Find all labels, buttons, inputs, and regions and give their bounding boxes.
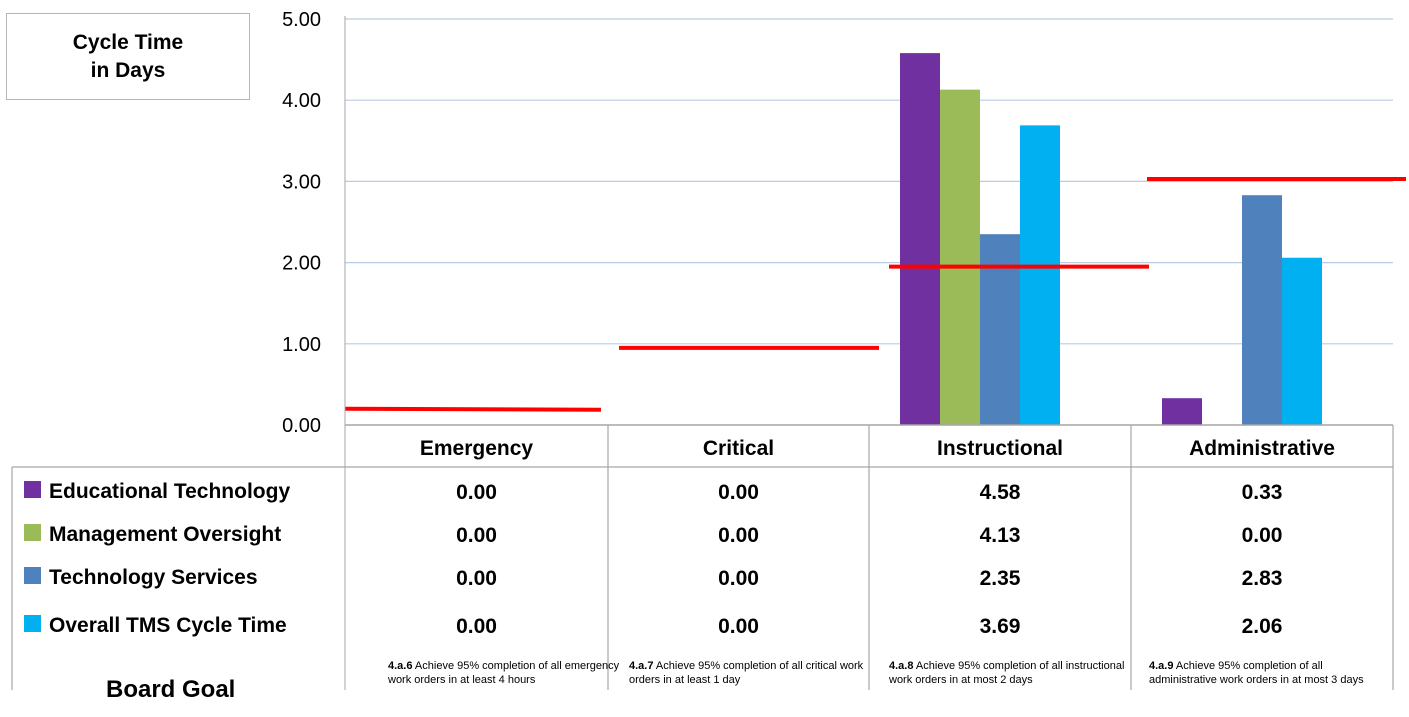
legend-swatch (24, 567, 41, 584)
board-goal-critical: 4.a.7 Achieve 95% completion of all crit… (629, 659, 869, 687)
table-value: 0.00 (718, 567, 759, 590)
chart-title-line2: in Days (90, 58, 166, 82)
board-goal-text: Achieve 95% completion of all critical w… (629, 660, 864, 686)
legend-label: Management Oversight (49, 523, 281, 546)
board-goal-code: 4.a.6 (388, 660, 413, 672)
legend-label: Overall TMS Cycle Time (49, 614, 287, 637)
board-goal-text: Achieve 95% completion of all instructio… (889, 660, 1125, 686)
table-value: 4.58 (980, 481, 1021, 504)
legend-swatch (24, 615, 41, 632)
category-label: Emergency (420, 437, 534, 460)
bar (1242, 195, 1282, 425)
legend-swatch (24, 524, 41, 541)
bar (1020, 125, 1060, 425)
bar (980, 234, 1020, 425)
table-value: 2.06 (1242, 615, 1283, 638)
y-tick-label: 5.00 (282, 9, 321, 31)
bar (900, 53, 940, 425)
category-label: Administrative (1189, 437, 1335, 460)
board-goal-text: Achieve 95% completion of all administra… (1149, 660, 1364, 686)
goal-line (344, 406, 602, 412)
table-value: 0.00 (456, 524, 497, 547)
board-goal-text: Achieve 95% completion of all emergency … (388, 660, 620, 686)
board-goal-code: 4.a.7 (629, 660, 654, 672)
table-value: 0.00 (718, 615, 759, 638)
board-goal-administrative: 4.a.9 Achieve 95% completion of all admi… (1149, 659, 1389, 687)
bar (1282, 257, 1322, 425)
table-value: 0.00 (456, 481, 497, 504)
chart-title-box: Cycle Time in Days (6, 13, 250, 100)
board-goal-emergency: 4.a.6 Achieve 95% completion of all emer… (388, 659, 628, 687)
y-tick-label: 3.00 (282, 171, 321, 193)
table-value: 0.00 (456, 567, 497, 590)
y-tick-label: 1.00 (282, 334, 321, 356)
board-goal-code: 4.a.9 (1149, 660, 1174, 672)
table-value: 0.00 (718, 481, 759, 504)
table-value: 4.13 (980, 524, 1021, 547)
board-goal-instructional: 4.a.8 Achieve 95% completion of all inst… (889, 659, 1129, 687)
table-value: 3.69 (980, 615, 1021, 638)
y-tick-label: 4.00 (282, 90, 321, 112)
legend-swatch (24, 481, 41, 498)
board-goal-code: 4.a.8 (889, 660, 914, 672)
legend-label: Technology Services (49, 566, 258, 589)
legend-label: Educational Technology (49, 480, 290, 503)
category-label: Instructional (937, 437, 1063, 460)
y-tick-label: 2.00 (282, 253, 321, 275)
board-goal-label: Board Goal (106, 676, 236, 703)
table-value: 2.35 (980, 567, 1021, 590)
table-value: 0.00 (456, 615, 497, 638)
table-value: 0.00 (1242, 524, 1283, 547)
bar (940, 89, 980, 426)
category-label: Critical (703, 437, 774, 460)
bar (1162, 398, 1202, 425)
table-value: 0.33 (1242, 481, 1283, 504)
table-value: 0.00 (718, 524, 759, 547)
chart-title-line1: Cycle Time (72, 30, 184, 54)
table-value: 2.83 (1242, 567, 1283, 590)
y-tick-label: 0.00 (282, 415, 321, 437)
